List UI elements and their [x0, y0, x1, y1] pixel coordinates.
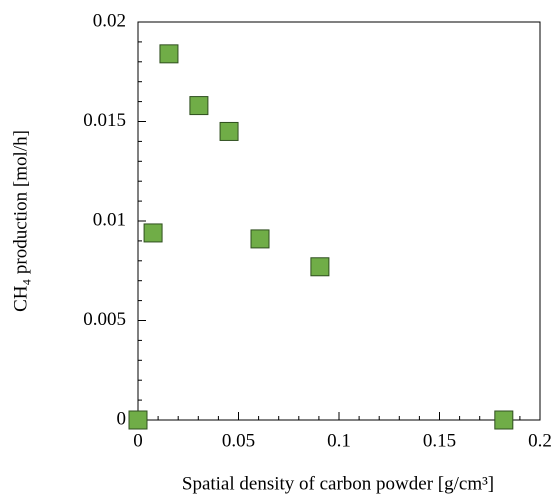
x-tick-label: 0.15 — [423, 430, 456, 451]
marker — [159, 44, 179, 64]
x-tick-label: 0.2 — [528, 430, 552, 451]
marker — [189, 96, 209, 116]
x-tick-label: 0.05 — [222, 430, 255, 451]
marker — [310, 257, 330, 277]
y-tick-label: 0.005 — [83, 309, 126, 330]
x-axis-label: Spatial density of carbon powder [g/cm³] — [182, 473, 494, 494]
y-tick-label: 0.015 — [83, 110, 126, 131]
marker — [128, 410, 148, 430]
marker — [219, 121, 239, 141]
y-tick-label: 0.01 — [93, 209, 126, 230]
y-tick-label: 0 — [117, 408, 127, 429]
marker — [143, 223, 163, 243]
y-axis-label: CH₄ production [mol/h] — [10, 130, 31, 312]
y-tick-label: 0.02 — [93, 10, 126, 31]
x-tick-label: 0 — [133, 430, 143, 451]
marker — [250, 229, 270, 249]
marker — [494, 410, 514, 430]
x-tick-label: 0.1 — [327, 430, 351, 451]
plot-frame — [137, 21, 541, 421]
